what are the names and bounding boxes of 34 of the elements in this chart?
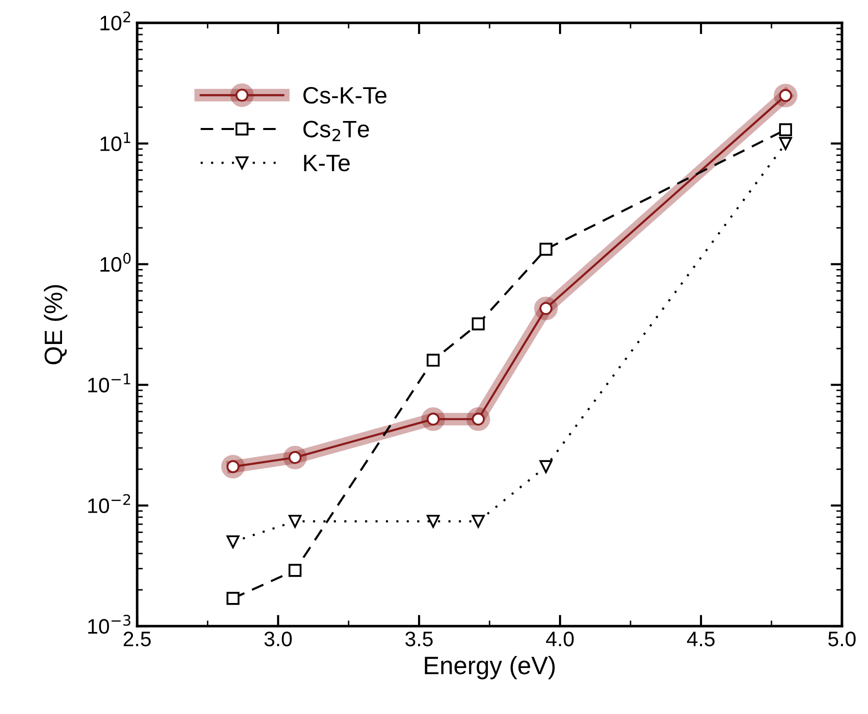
x-tick-label: 3.5 [405, 632, 433, 646]
point [466, 407, 490, 431]
point [539, 460, 552, 474]
point [421, 407, 445, 431]
x-tick-label: 2.5 [124, 632, 151, 646]
point [226, 592, 240, 605]
y-tick-label: 10$^{2}$ [100, 11, 130, 30]
point [779, 137, 792, 150]
point [426, 354, 440, 367]
point [288, 564, 302, 577]
point [426, 514, 440, 528]
x-axis-title: Energy (eV) [424, 656, 555, 680]
point [774, 84, 798, 108]
point [472, 514, 485, 528]
point [226, 535, 240, 548]
point [779, 123, 792, 136]
point [539, 242, 552, 256]
legend-label: Cs-K-Te [303, 86, 386, 104]
x-tick-label: 5.0 [828, 632, 856, 646]
y-axis-title: QE (%) [44, 285, 68, 364]
x-tick-label: 4.5 [686, 632, 715, 646]
y-tick-label: 10$^{−1}$ [88, 374, 130, 392]
point [283, 446, 307, 470]
x-tick-label: 4.0 [546, 632, 574, 646]
legend-label: K-Te [304, 154, 350, 172]
y-tick-label: 10$^{−2}$ [88, 494, 130, 514]
point [288, 514, 302, 528]
point [534, 296, 558, 320]
x-tick-label: 3.0 [264, 632, 292, 646]
legend-label: Cs$_{2}$Te [303, 120, 369, 142]
y-tick-label: 10$^{1}$ [100, 132, 130, 152]
y-tick-label: 10$^{0}$ [100, 252, 131, 272]
point [472, 317, 485, 330]
point [221, 454, 245, 478]
